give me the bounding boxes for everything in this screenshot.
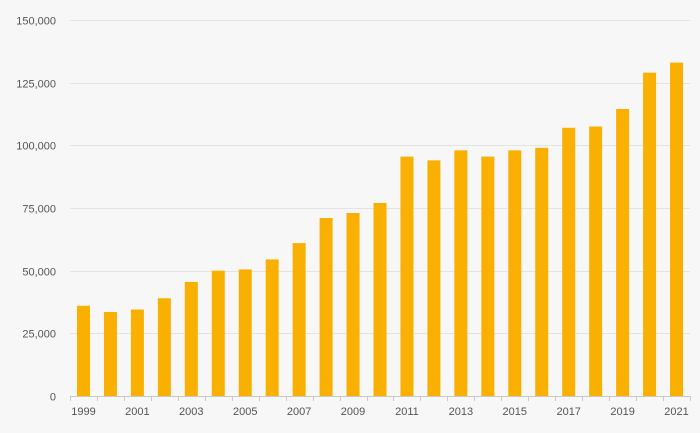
y-tick-label: 150,000 — [16, 16, 56, 28]
bar-2001 — [130, 309, 144, 396]
x-tick-label: 2017 — [556, 406, 580, 418]
bar-2011 — [400, 156, 414, 396]
bar-2014 — [481, 156, 495, 396]
x-tick-label: 2011 — [395, 406, 419, 418]
bar-2010 — [373, 202, 387, 396]
bar-2017 — [562, 127, 576, 396]
bar-2003 — [184, 281, 198, 396]
x-axis — [70, 396, 691, 401]
x-axis-labels: 1999 2001 2003 2005 2007 2009 2011 2013 2015 2017… — [71, 406, 689, 418]
x-tick-label: 2003 — [179, 406, 203, 418]
x-tick-label: 2009 — [341, 406, 365, 418]
y-tick-label: 100,000 — [16, 141, 56, 153]
x-tick-label: 2019 — [610, 406, 634, 418]
x-tick-label: 2021 — [664, 406, 688, 418]
x-tick-label: 2001 — [125, 406, 149, 418]
bars — [76, 62, 684, 397]
bar-1999 — [76, 305, 90, 396]
bar-2021 — [670, 62, 684, 397]
y-tick-label: 25,000 — [22, 329, 56, 341]
y-tick-label: 125,000 — [16, 79, 56, 91]
x-tick-label: 2015 — [503, 406, 527, 418]
x-tick-label: 1999 — [71, 406, 95, 418]
bar-2015 — [508, 150, 522, 396]
x-tick-label: 2005 — [233, 406, 257, 418]
bar-2007 — [292, 243, 306, 396]
bar-2005 — [238, 269, 252, 396]
bar-2006 — [265, 259, 279, 396]
y-tick-label: 75,000 — [22, 204, 56, 216]
y-tick-label: 0 — [50, 392, 56, 404]
y-axis-labels: 0 25,000 50,000 75,000 100,000 125,000 150,000 — [16, 16, 56, 404]
bar-2016 — [535, 147, 549, 396]
bar-2012 — [427, 160, 441, 396]
y-tick-label: 50,000 — [22, 267, 56, 279]
x-tick-label: 2007 — [287, 406, 311, 418]
bar-2008 — [319, 218, 333, 396]
bar-2009 — [346, 213, 360, 396]
x-tick-label: 2013 — [449, 406, 473, 418]
bar-2018 — [589, 126, 603, 396]
bar-2020 — [643, 72, 657, 396]
bar-2000 — [103, 312, 117, 396]
bar-2002 — [157, 298, 171, 396]
bar-2004 — [211, 270, 225, 396]
bar-2019 — [616, 108, 630, 397]
bar-2013 — [454, 150, 468, 396]
